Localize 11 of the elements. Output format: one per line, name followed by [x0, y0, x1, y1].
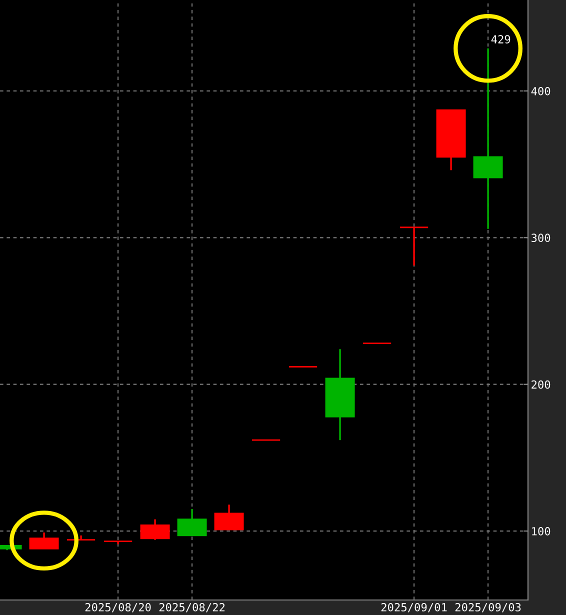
candlestick — [399, 226, 429, 266]
x-tick-label: 2025/08/22 — [159, 603, 225, 612]
y-tick-label: 400 — [531, 86, 550, 96]
x-tick-label: 2025/09/03 — [455, 603, 521, 612]
annotation: 429 — [491, 35, 510, 44]
y-tick-label: 200 — [532, 380, 550, 389]
x-tick-label: 2025/09/01 — [381, 603, 447, 612]
y-tick-label: 300 — [532, 234, 550, 242]
x-tick-label: 2025/08/20 — [85, 603, 151, 612]
y-tick-label: 100 — [532, 527, 550, 536]
candlestick — [66, 534, 96, 541]
